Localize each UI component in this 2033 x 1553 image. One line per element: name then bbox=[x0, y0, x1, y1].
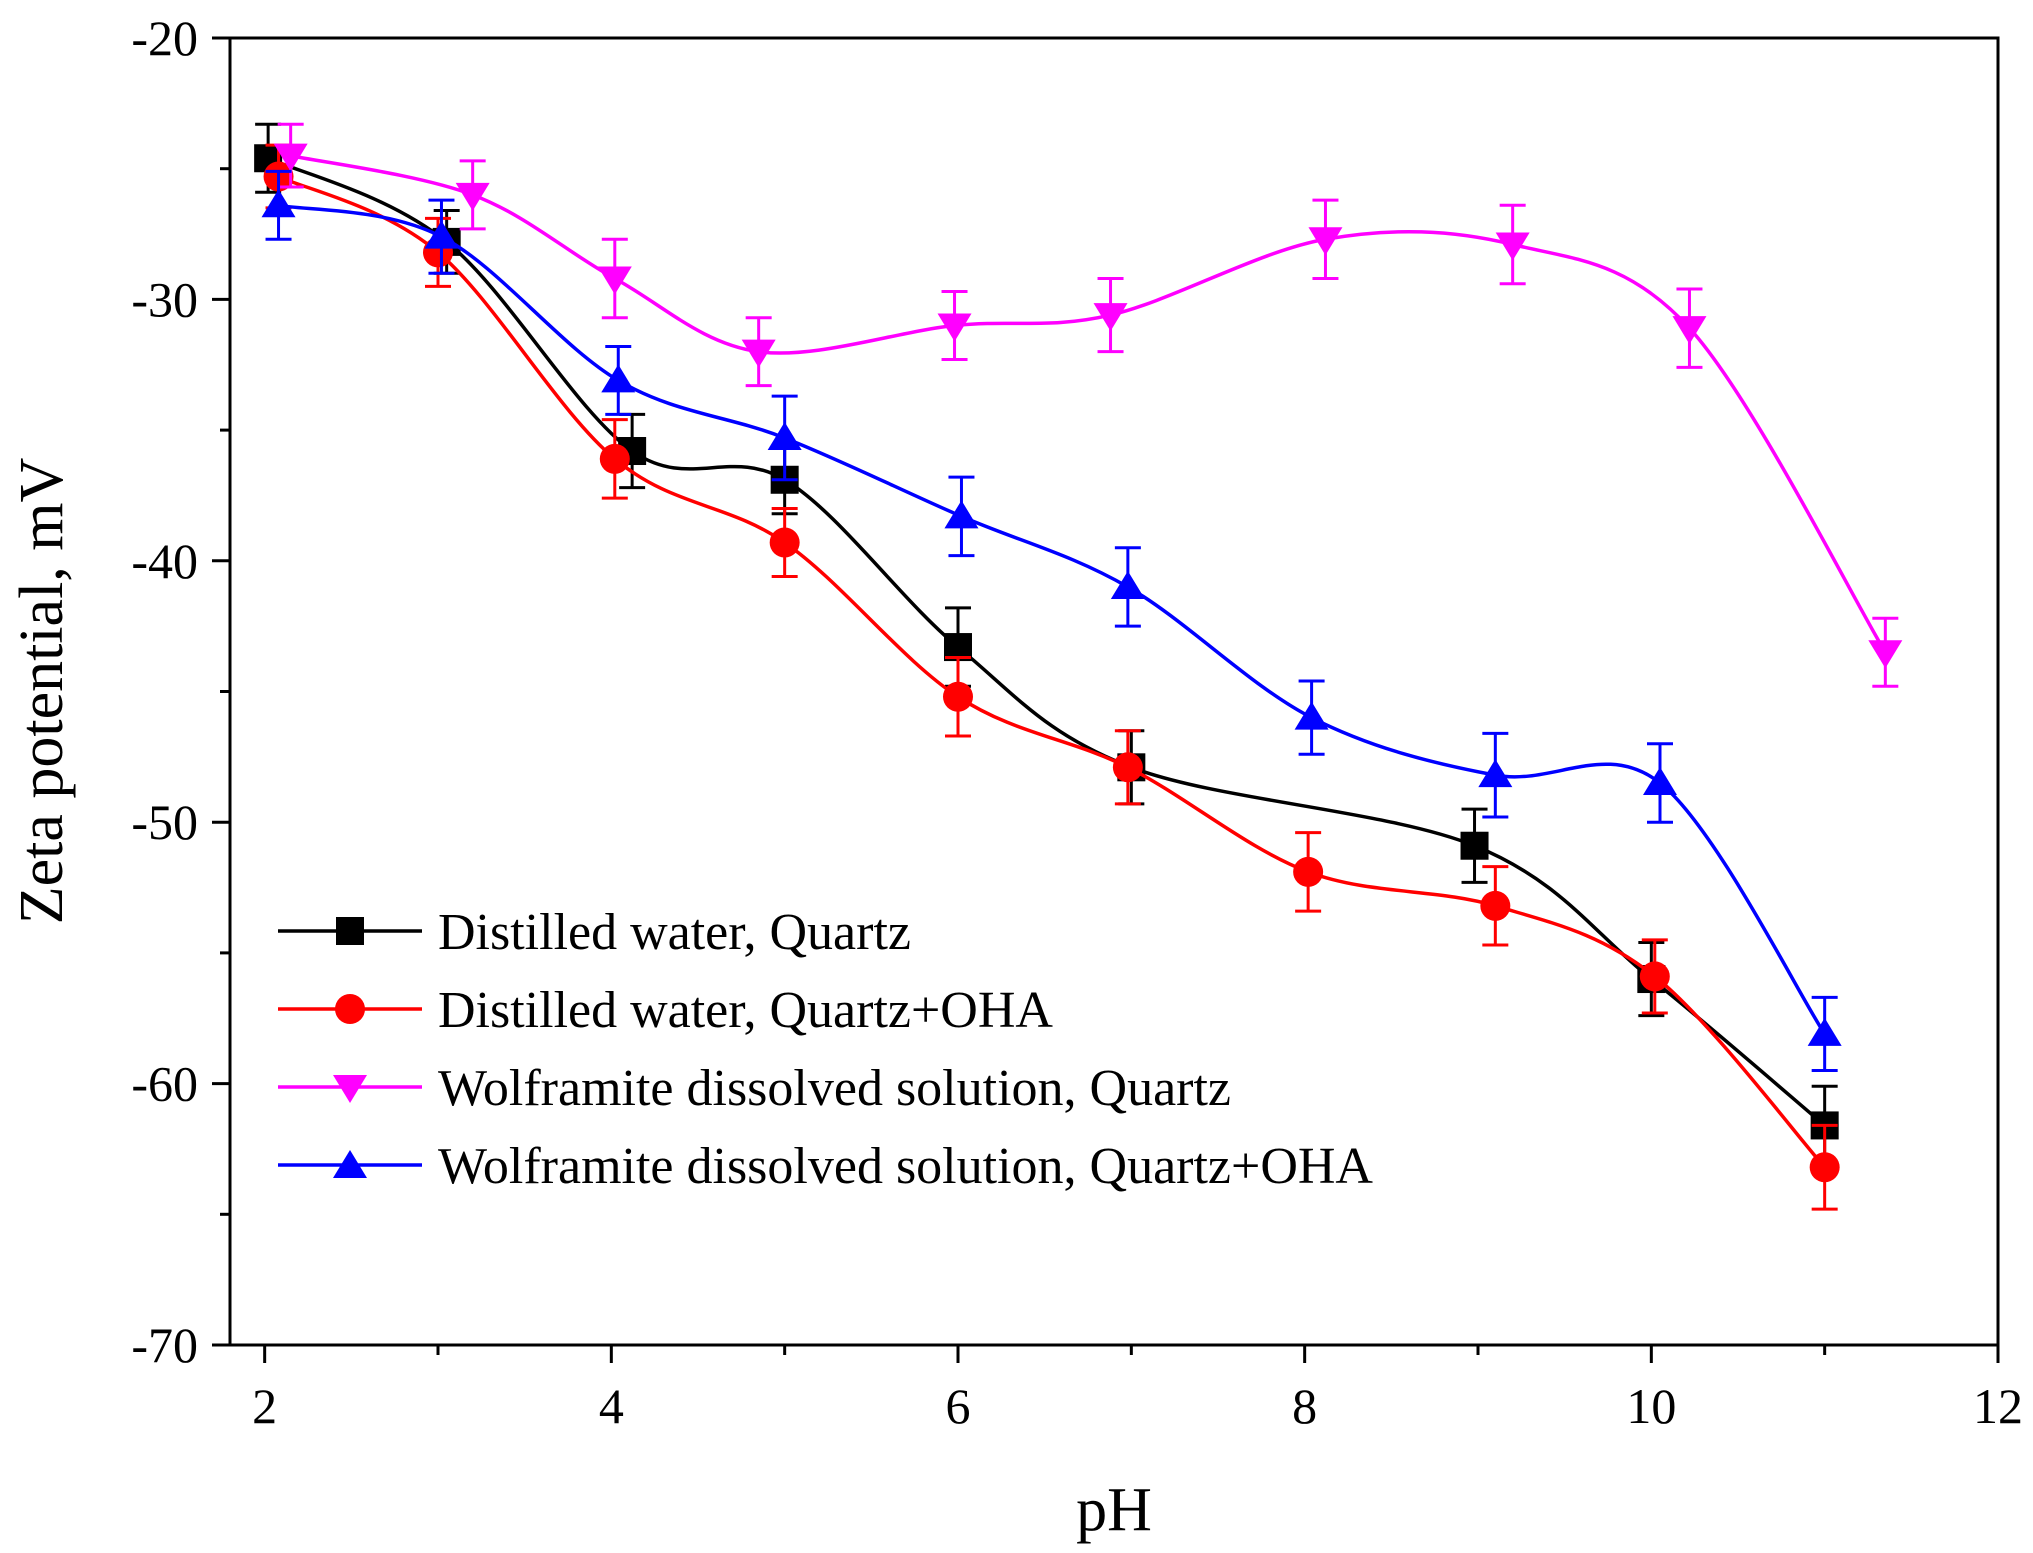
data-point-circle bbox=[1809, 1152, 1840, 1183]
data-point-triangle-up bbox=[944, 500, 979, 529]
data-point-circle bbox=[1480, 890, 1511, 921]
data-point-circle bbox=[769, 527, 800, 558]
series-layer bbox=[254, 122, 1903, 1211]
data-point-circle bbox=[1639, 961, 1670, 992]
data-point-triangle-up bbox=[261, 189, 296, 218]
data-point-triangle-down bbox=[273, 143, 308, 172]
data-point-triangle-down bbox=[597, 266, 632, 295]
data-point-circle bbox=[1293, 856, 1324, 887]
y-tick-label: -70 bbox=[131, 1317, 198, 1373]
series-2 bbox=[273, 122, 1903, 688]
data-point-triangle-down bbox=[1672, 316, 1707, 345]
x-tick-label: 8 bbox=[1292, 1378, 1317, 1434]
legend-label-0: Distilled water, Quartz bbox=[438, 904, 911, 961]
data-point-triangle-down bbox=[1308, 227, 1343, 256]
x-tick-label: 2 bbox=[252, 1378, 277, 1434]
data-point-triangle-up bbox=[1478, 759, 1513, 788]
legend-marker-2 bbox=[333, 1075, 367, 1103]
y-axis-label: Zeta potential, mV bbox=[8, 457, 76, 924]
data-point-circle bbox=[599, 443, 630, 474]
y-tick-label: -60 bbox=[131, 1056, 198, 1112]
x-tick-label: 10 bbox=[1626, 1378, 1676, 1434]
data-point-triangle-up bbox=[1110, 570, 1145, 599]
data-point-square bbox=[1460, 831, 1489, 860]
x-tick-label: 12 bbox=[1973, 1378, 2023, 1434]
data-point-triangle-up bbox=[767, 421, 802, 450]
series-line bbox=[278, 203, 1827, 1035]
data-point-triangle-down bbox=[1495, 232, 1530, 261]
data-point-triangle-down bbox=[1093, 303, 1128, 332]
x-tick-label: 6 bbox=[946, 1378, 971, 1434]
axes: 2 4 6 8 10 12 -70 -60 -50 -40 -30 -20 bbox=[131, 10, 2023, 1434]
series-3 bbox=[261, 169, 1842, 1073]
data-point-circle bbox=[1112, 752, 1143, 783]
y-tick-label: -40 bbox=[131, 533, 198, 589]
x-tick-label: 4 bbox=[599, 1378, 624, 1434]
legend-marker-0 bbox=[336, 917, 364, 945]
series-line bbox=[290, 153, 1887, 654]
series-line bbox=[267, 156, 1826, 1127]
data-point-triangle-up bbox=[1643, 766, 1677, 795]
y-tick-label: -50 bbox=[131, 794, 198, 850]
series-line bbox=[277, 174, 1826, 1169]
data-point-triangle-down bbox=[455, 182, 490, 211]
legend: Distilled water, Quartz Distilled water,… bbox=[278, 904, 1373, 1195]
legend-label-2: Wolframite dissolved solution, Quartz bbox=[438, 1060, 1231, 1117]
data-point-triangle-down bbox=[1868, 640, 1903, 669]
data-point-triangle-down bbox=[937, 313, 972, 342]
x-axis-label: pH bbox=[1076, 1476, 1152, 1544]
data-point-triangle-up bbox=[601, 364, 636, 393]
data-point-triangle-up bbox=[1807, 1017, 1842, 1046]
data-point-circle bbox=[943, 681, 973, 712]
legend-label-1: Distilled water, Quartz+OHA bbox=[438, 982, 1053, 1039]
y-tick-label: -20 bbox=[131, 10, 198, 66]
legend-label-3: Wolframite dissolved solution, Quartz+OH… bbox=[438, 1138, 1373, 1195]
y-tick-label: -30 bbox=[131, 271, 198, 327]
legend-marker-3 bbox=[333, 1150, 367, 1178]
data-point-triangle-down bbox=[741, 339, 776, 368]
data-point-triangle-up bbox=[424, 220, 459, 249]
data-point-triangle-up bbox=[1294, 701, 1329, 730]
series-1 bbox=[263, 143, 1840, 1211]
legend-marker-1 bbox=[335, 994, 365, 1024]
